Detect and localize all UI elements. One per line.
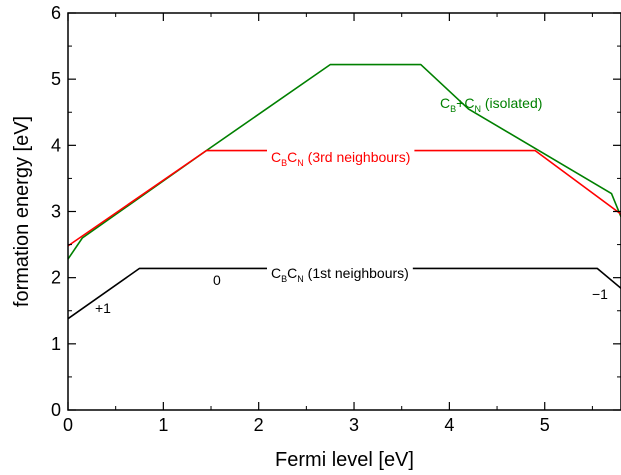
x-tick-label: 1 [158,415,168,435]
series-line-0 [67,63,621,260]
y-tick-label: 4 [51,135,61,155]
annotation-part: (isolated) [481,95,542,111]
annotation-part: C [287,265,297,281]
charge-state-label: +1 [95,300,111,316]
annotation-text: CBCN (3rd neighbours) [271,149,410,168]
x-tick-label: 3 [349,415,359,435]
annotation-part: C [440,95,450,111]
annotation-part: (3rd neighbours) [304,149,411,165]
charge-state-label: −1 [592,286,608,302]
annotation-subscript: B [281,274,287,284]
x-axis-title: Fermi level [eV] [275,449,414,471]
annotation-text: CB+CN (isolated) [440,95,542,114]
y-tick-label: 0 [51,400,61,420]
annotation-subscript: B [281,158,287,168]
labels: Fermi level [eV] formation energy [eV] C… [11,95,608,471]
annotation-part: C [271,149,281,165]
y-tick-label: 6 [51,3,61,23]
y-tick-label: 3 [51,202,61,222]
axes-frame [67,12,621,411]
annotation-subscript: N [297,274,304,284]
y-tick-label: 2 [51,268,61,288]
annotation-black: CBCN (1st neighbours) [267,263,413,286]
axes [67,12,621,411]
annotation-bg [267,263,413,286]
annotation-green: CB+CN (isolated) [440,95,542,114]
x-tick-label: 5 [540,415,550,435]
ticks: 0 1 2 3 4 5 0 1 2 3 4 5 6 [51,3,621,435]
annotation-part: C [287,149,297,165]
annotation-part: C [271,265,281,281]
annotation-subscript: N [474,104,481,114]
annotation-part: (1st neighbours) [304,265,409,281]
annotation-part: +C [456,95,474,111]
y-tick-label: 1 [51,334,61,354]
annotation-subscript: N [297,158,304,168]
annotation-subscript: B [450,104,456,114]
y-tick-label: 5 [51,69,61,89]
annotation-bg [267,147,415,170]
annotation-text: CBCN (1st neighbours) [271,265,409,284]
x-tick-label: 0 [63,415,73,435]
x-tick-label: 2 [254,415,264,435]
y-axis-title: formation energy [eV] [11,116,33,307]
annotation-red: CBCN (3rd neighbours) [267,147,415,170]
charge-state-label: 0 [213,272,221,288]
x-tick-label: 4 [444,415,454,435]
